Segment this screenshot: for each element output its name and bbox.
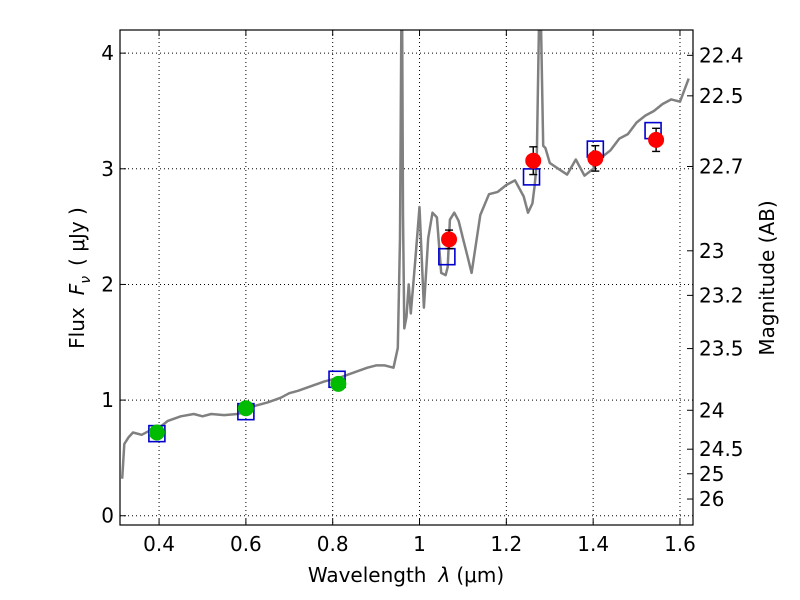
- x-tick-label: 0.8: [317, 532, 349, 556]
- x-tick-label: 1.6: [664, 532, 696, 556]
- magnitude-tick-label: 25: [699, 462, 724, 486]
- magnitude-tick-label: 23.5: [699, 337, 744, 361]
- x-axis-label: Wavelength λ (μm): [308, 563, 504, 587]
- magnitude-tick-label: 23: [699, 239, 724, 263]
- magnitude-tick-label: 24.5: [699, 437, 744, 461]
- y-tick-label: 2: [101, 272, 114, 296]
- y-axis-label: FluxFν( μJy ): [65, 207, 94, 349]
- observed-flux-point: [525, 152, 542, 169]
- x-tick-label: 1.2: [490, 532, 522, 556]
- x-tick-label: 0.6: [230, 532, 262, 556]
- grid: [120, 30, 693, 525]
- y-tick-label: 4: [101, 41, 114, 65]
- plot-area: [120, 30, 693, 525]
- x-tick-label: 0.4: [143, 532, 175, 556]
- magnitude-tick-label: 22.4: [699, 43, 744, 67]
- series-layer: [120, 30, 690, 479]
- magnitude-axis-label: Magnitude (AB): [755, 200, 779, 355]
- y-tick-label: 1: [101, 388, 114, 412]
- magnitude-tick-label: 24: [699, 398, 724, 422]
- observed-flux-point: [648, 131, 665, 148]
- magnitude-tick-label: 22.5: [699, 84, 744, 108]
- observed-flux-point: [330, 375, 347, 392]
- x-tick-label: 1.4: [577, 532, 609, 556]
- y-axis: 0 1 2 3 4: [101, 41, 126, 528]
- observed-flux-point: [237, 400, 254, 417]
- magnitude-tick-label: 23.2: [699, 283, 744, 307]
- model-flux-square: [522, 168, 541, 186]
- x-tick-label: 1: [413, 532, 426, 556]
- observed-flux-point: [587, 150, 604, 167]
- y-tick-label: 0: [101, 504, 114, 528]
- y-tick-label: 3: [101, 157, 114, 181]
- magnitude-tick-label: 22.7: [699, 154, 744, 178]
- observed-flux-point: [148, 424, 165, 441]
- observed-flux-point: [441, 231, 458, 248]
- plot-frame: [119, 29, 694, 526]
- magnitude-tick-label: 26: [699, 487, 724, 511]
- x-axis: 0.4 0.6 0.8 1 1.2 1.4 1.6: [143, 30, 696, 556]
